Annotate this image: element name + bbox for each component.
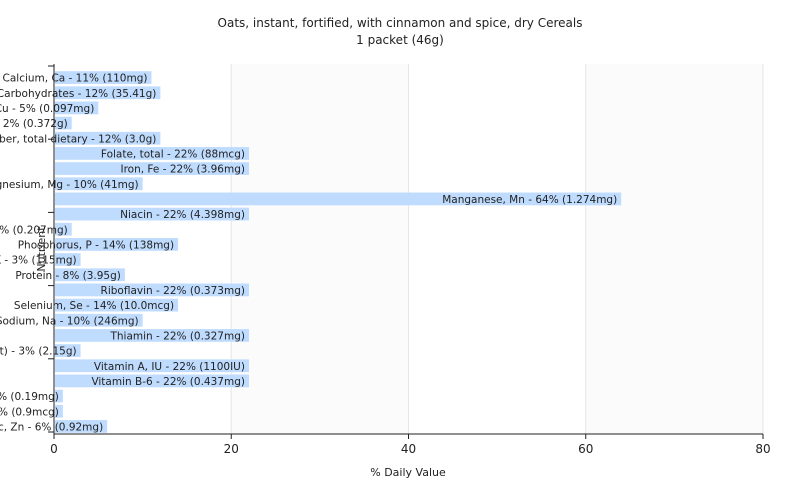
bar (55, 268, 125, 282)
grid-lines (230, 64, 764, 434)
x-axis-label: % Daily Value (370, 466, 446, 479)
bar-label: Vitamin B-6 - 22% (0.437mg) (91, 376, 245, 388)
bar-label: Carbohydrates - 12% (35.41g) (0, 88, 156, 100)
x-tick-label: 60 (578, 442, 593, 456)
bar (55, 86, 161, 100)
bar-label: Calcium, Ca - 11% (110mg) (3, 73, 148, 85)
bar-label: Protein - 8% (3.95g) (15, 270, 121, 282)
x-tick-label: 40 (401, 442, 416, 456)
bar-label: Thiamin - 22% (0.327mg) (109, 330, 245, 342)
bar (55, 313, 143, 327)
bar (55, 298, 179, 312)
bars: Calcium, Ca - 11% (110mg) Carbohydrates -… (0, 71, 622, 433)
bar-label: Potassium, K - 3% (115mg) (0, 255, 77, 267)
bar (55, 162, 249, 175)
bar (55, 389, 63, 403)
bar-label: Total lipid (fat) - 3% (2.15g) (0, 346, 77, 358)
bar (55, 101, 99, 115)
x-tick-label: 20 (224, 442, 239, 456)
bar (55, 283, 249, 297)
bar (55, 116, 72, 130)
bar (55, 192, 622, 206)
bar (55, 131, 161, 145)
plot-band (585, 64, 763, 434)
bar-label: Sodium, Na - 10% (246mg) (0, 315, 139, 327)
bar (55, 344, 81, 357)
bar-label: Niacin - 22% (4.398mg) (120, 209, 245, 221)
bar (55, 253, 81, 266)
bar (55, 359, 249, 373)
bar-label: Vitamin A, IU - 22% (1100IU) (94, 361, 245, 373)
bar-label: Riboflavin - 22% (0.373mg) (101, 285, 245, 297)
bar-label: Selenium, Se - 14% (10.0mcg) (14, 300, 174, 312)
bar-label: Fiber, total dietary - 12% (3.0g) (0, 133, 156, 145)
bar (55, 71, 152, 84)
bar (55, 329, 249, 342)
chart-subtitle: 1 packet (46g) (356, 33, 444, 47)
bar-label: Phosphorus, P - 14% (138mg) (18, 239, 174, 251)
bar (55, 147, 249, 160)
plot-band (408, 64, 586, 434)
bar-label: Magnesium, Mg - 10% (41mg) (0, 179, 139, 191)
x-tick-label: 80 (755, 442, 770, 456)
chart-title: Oats, instant, fortified, with cinnamon … (218, 16, 583, 30)
bar-label: Copper, Cu - 5% (0.097mg) (0, 103, 94, 115)
bar (55, 404, 63, 418)
y-axis-label: Nutrient (35, 226, 48, 272)
bar-label: Fatty acids, total saturated - 2% (0.372… (0, 118, 68, 130)
bar-label: Manganese, Mn - 64% (1.274mg) (442, 194, 617, 206)
bar-label: Folate, total - 22% (88mcg) (101, 148, 245, 160)
bar (55, 177, 143, 191)
bar-label: Zinc, Zn - 6% (0.92mg) (0, 421, 103, 433)
bar-label: Iron, Fe - 22% (3.96mg) (121, 164, 245, 176)
bar-label: Vitamin K (phylloquinone) - 1% (0.9mcg) (0, 406, 59, 418)
bar (55, 238, 179, 251)
bar (55, 207, 249, 221)
bar-label: Pantothenic acid - 2% (0.207mg) (0, 224, 68, 236)
bar (55, 420, 108, 433)
x-axis-ticks: 0 20 40 60 80 (50, 434, 771, 456)
bar (55, 374, 249, 388)
bar (55, 222, 72, 236)
x-tick-label: 0 (50, 442, 58, 456)
plot-band (231, 64, 409, 434)
bar-label: Vitamin E (alpha-tocopherol) - 1% (0.19m… (0, 391, 59, 403)
